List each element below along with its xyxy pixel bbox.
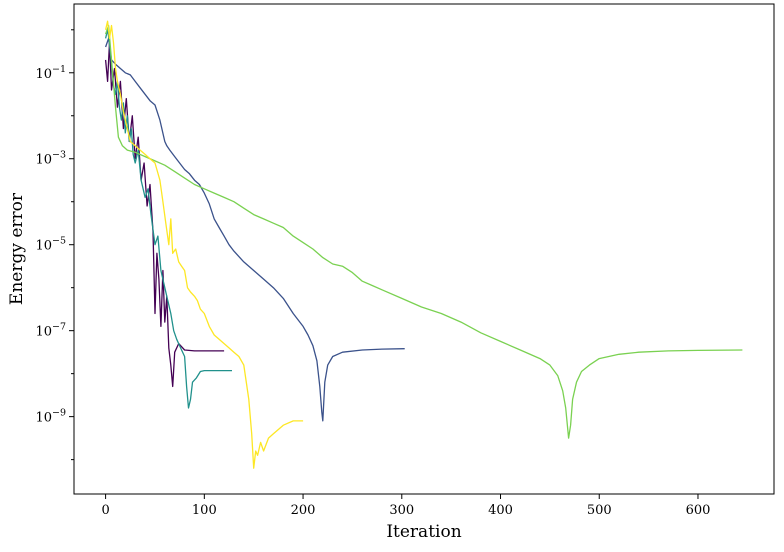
y-tick-label: 10−5	[35, 236, 66, 254]
x-tick-label: 100	[192, 503, 217, 518]
x-axis: 0 100 200 300 400 500 600	[101, 494, 710, 518]
x-tick-label: 300	[389, 503, 414, 518]
x-tick-label: 200	[291, 503, 316, 518]
y-axis: 10−1 10−3 10−5 10−7 10−9	[35, 29, 74, 461]
series-line-5	[104, 20, 304, 469]
series-line-2	[104, 37, 405, 422]
x-axis-label: Iteration	[386, 522, 461, 542]
x-tick-label: 0	[101, 503, 109, 518]
y-tick-label: 10−1	[35, 64, 66, 82]
y-tick-label: 10−7	[35, 322, 66, 340]
plot-frame	[73, 3, 775, 495]
series-layer	[104, 20, 743, 469]
x-tick-label: 400	[488, 503, 513, 518]
y-tick-label: 10−3	[35, 150, 66, 168]
y-axis-label: Energy error	[7, 192, 27, 305]
x-tick-label: 500	[587, 503, 612, 518]
x-tick-label: 600	[686, 503, 711, 518]
series-line-4	[104, 24, 743, 439]
y-tick-label: 10−9	[35, 408, 66, 426]
series-line-3	[104, 29, 232, 409]
